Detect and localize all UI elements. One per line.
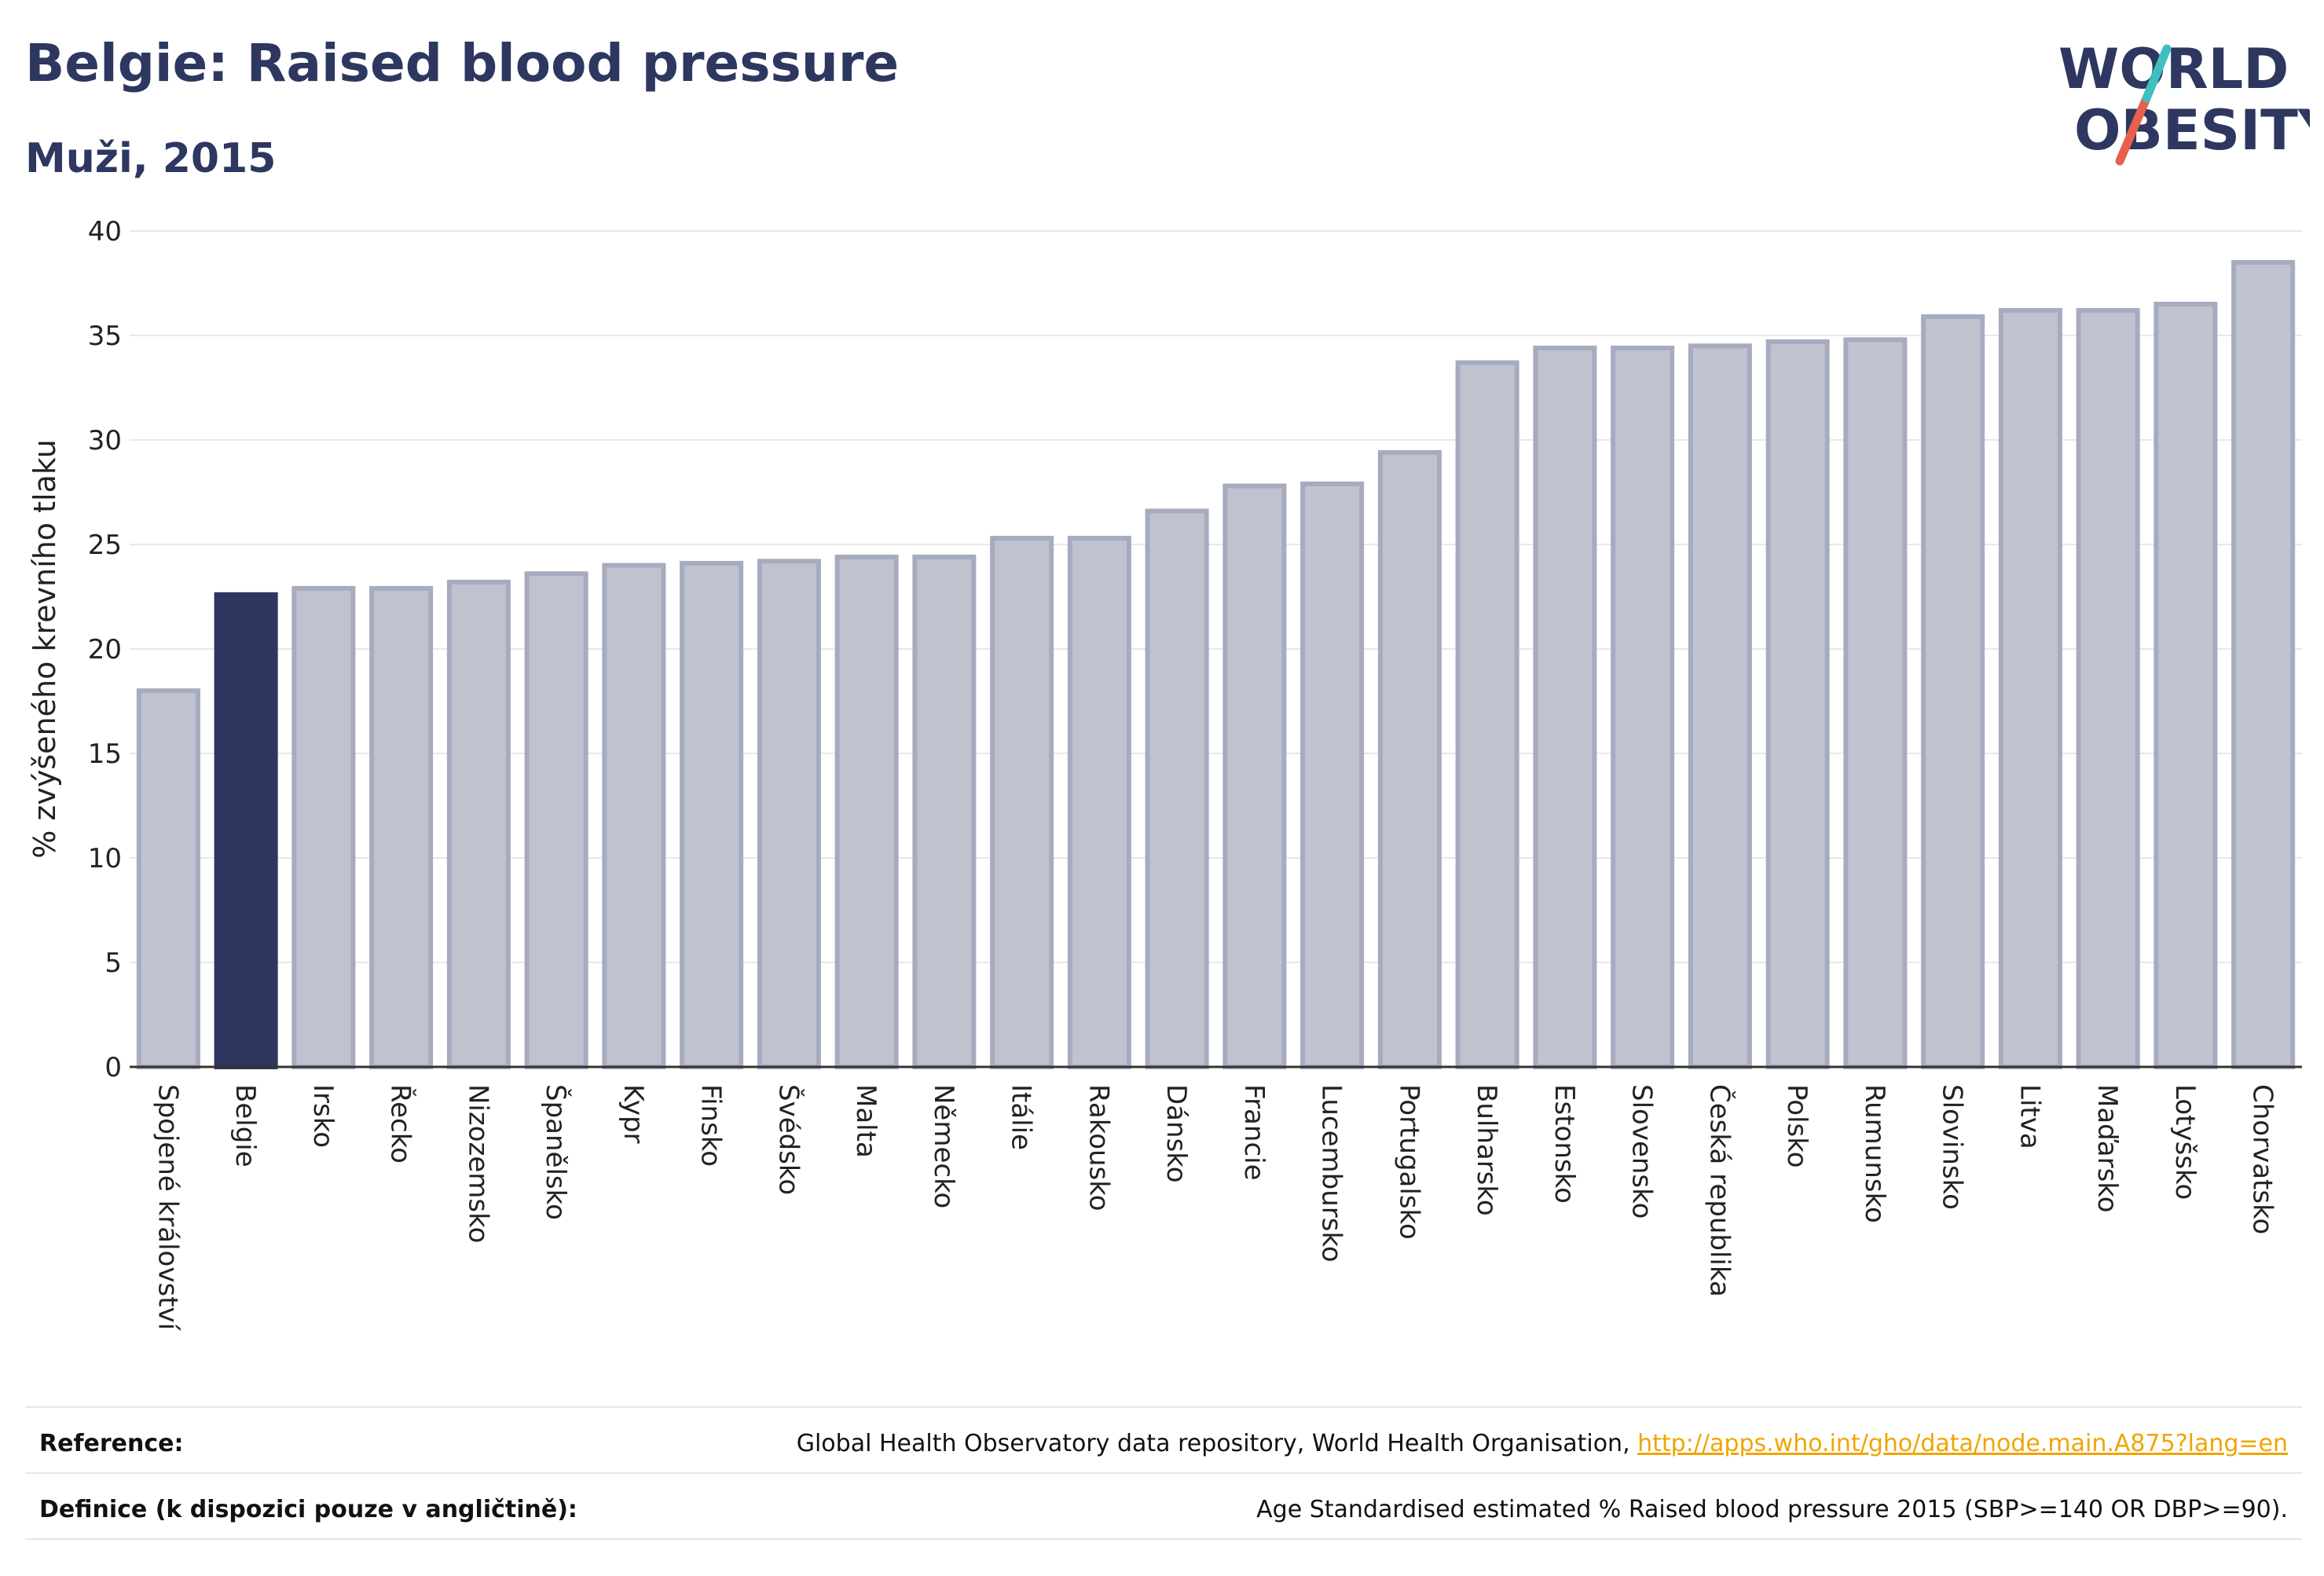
x-tick-label: Bulharsko — [1471, 1084, 1502, 1216]
bar — [1843, 337, 1908, 1069]
bar — [1300, 481, 1365, 1069]
bar — [1222, 483, 1287, 1069]
bar-chart: 0 5 10 15 20 25 30 35 40 Spojené království Belgi… — [27, 216, 2302, 1332]
x-tick-label: Malta — [850, 1084, 882, 1158]
y-tick-label: 35 — [88, 321, 122, 352]
x-axis-labels: Spojené království Belgie Irsko Řecko Nizoze… — [152, 1084, 2278, 1332]
logo-slash-coral — [2115, 93, 2151, 166]
y-tick-label: 30 — [88, 425, 122, 456]
reference-text: Global Health Observatory data repositor… — [796, 1429, 1638, 1457]
reference-link[interactable]: http://apps.who.int/gho/data/node.main.A… — [1637, 1429, 2288, 1457]
chart-title: Belgie: Raised blood pressure — [25, 33, 900, 93]
y-axis-ticks: 0 5 10 15 20 25 30 35 40 — [88, 216, 122, 1083]
bar — [1998, 308, 2062, 1069]
x-tick-label: Dánsko — [1160, 1084, 1192, 1183]
bar — [1765, 339, 1830, 1070]
x-tick-label: Irsko — [307, 1084, 339, 1148]
footer-divider-top — [25, 1406, 2302, 1408]
bar — [990, 536, 1054, 1069]
x-tick-label: Rakousko — [1083, 1084, 1114, 1211]
bar — [446, 579, 511, 1069]
bar — [680, 560, 744, 1069]
world-obesity-logo: WORLD OBESITY — [2058, 37, 2310, 166]
bar — [291, 585, 356, 1069]
bar — [136, 688, 200, 1069]
logo-line1: WORLD — [2058, 37, 2289, 101]
bar — [1145, 508, 1209, 1069]
bar — [1067, 536, 1131, 1069]
x-tick-label: Spojené království — [152, 1084, 183, 1332]
bar — [602, 563, 666, 1069]
chart-subtitle: Muži, 2015 — [25, 135, 277, 182]
x-tick-label: Lotyšsko — [2169, 1084, 2201, 1200]
bar — [912, 554, 977, 1069]
reference-label: Reference: — [39, 1429, 184, 1457]
x-tick-label: Kypr — [618, 1084, 649, 1144]
logo-line2: OBESITY — [2074, 98, 2310, 163]
x-tick-label: Chorvatsko — [2247, 1084, 2278, 1234]
x-tick-label: Slovinsko — [1937, 1084, 1968, 1210]
footer-divider-middle — [25, 1472, 2302, 1474]
bar — [1455, 360, 1519, 1069]
bar — [1921, 314, 1985, 1069]
bar — [1377, 449, 1442, 1069]
y-tick-label: 25 — [88, 530, 122, 561]
x-tick-label: Polsko — [1781, 1084, 1813, 1168]
y-tick-label: 5 — [104, 947, 122, 979]
x-tick-label: Lucembursko — [1316, 1084, 1347, 1263]
y-tick-label: 40 — [88, 216, 122, 247]
footer-definition-row: Definice (k dispozici pouze v angličtině… — [25, 1477, 2302, 1541]
x-tick-label: Itálie — [1006, 1084, 1037, 1150]
x-tick-label: Finsko — [695, 1084, 727, 1167]
reference-value: Global Health Observatory data repositor… — [797, 1430, 2288, 1457]
bar — [214, 592, 278, 1069]
x-tick-label: Švédsko — [772, 1084, 805, 1195]
y-tick-label: 0 — [104, 1052, 122, 1083]
x-tick-label: Francie — [1238, 1084, 1270, 1181]
x-tick-label: Maďarsko — [2091, 1084, 2123, 1213]
bar — [1533, 345, 1597, 1069]
bar — [834, 554, 899, 1069]
definition-text: Age Standardised estimated % Raised bloo… — [1256, 1495, 2288, 1523]
y-axis-label: % zvýšeného krevního tlaku — [27, 439, 62, 859]
x-tick-label: Rumunsko — [1859, 1084, 1890, 1223]
bar — [2154, 302, 2218, 1070]
footer-reference-row: Reference: Global Health Observatory dat… — [25, 1411, 2302, 1475]
x-tick-label: Španělsko — [540, 1084, 572, 1220]
x-tick-label: Řecko — [385, 1084, 417, 1164]
x-tick-label: Belgie — [229, 1084, 261, 1167]
logo-slash-teal — [2142, 44, 2172, 103]
bars — [136, 259, 2296, 1070]
x-tick-label: Litva — [2014, 1084, 2045, 1149]
bar — [1688, 343, 1752, 1069]
y-tick-label: 15 — [88, 739, 122, 770]
x-tick-label: Nizozemsko — [462, 1084, 493, 1243]
x-tick-label: Česká republika — [1703, 1084, 1736, 1297]
y-tick-label: 20 — [88, 634, 122, 665]
x-tick-label: Slovensko — [1626, 1084, 1658, 1219]
bar — [369, 585, 434, 1069]
y-tick-label: 10 — [88, 843, 122, 874]
definition-label: Definice (k dispozici pouze v angličtině… — [39, 1495, 577, 1523]
bar — [524, 571, 588, 1069]
bar — [757, 559, 821, 1069]
bar — [2231, 259, 2296, 1069]
bar — [2076, 308, 2140, 1069]
footer-divider-bottom — [25, 1538, 2302, 1540]
x-tick-label: Německo — [928, 1084, 959, 1208]
x-tick-label: Estonsko — [1549, 1084, 1580, 1204]
x-tick-label: Portugalsko — [1393, 1084, 1424, 1240]
bar — [1611, 345, 1675, 1069]
